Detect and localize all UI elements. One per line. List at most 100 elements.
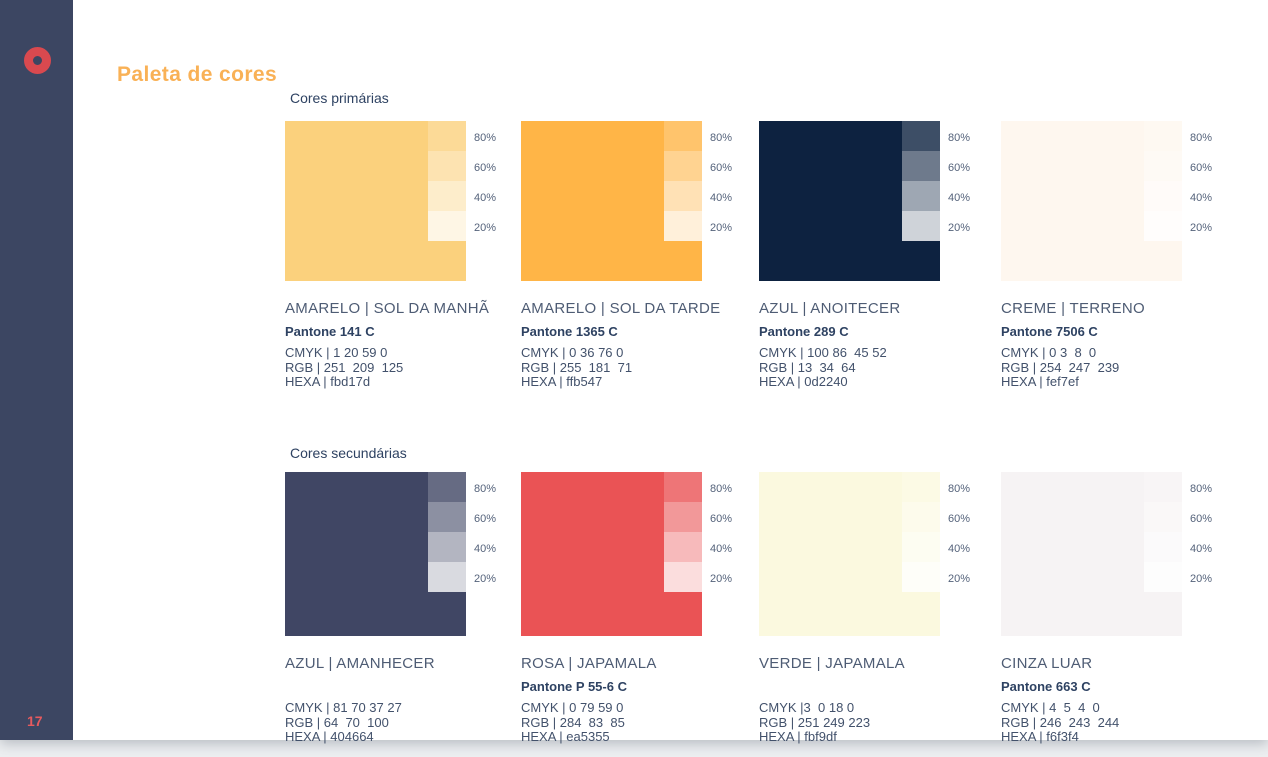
- tint-80: [428, 472, 466, 502]
- tint-label: 40%: [1190, 542, 1213, 555]
- color-swatch: [1001, 472, 1182, 636]
- rgb-value: RGB | 255 181 71: [521, 359, 633, 375]
- tint-60: [664, 502, 702, 532]
- tint-60: [428, 502, 466, 532]
- hexa-value: HEXA | fbd17d: [285, 374, 371, 389]
- tint-label: 20%: [1190, 572, 1213, 585]
- tint-label-column: 80% 60% 40% 20%: [948, 121, 982, 241]
- tint-label: 40%: [948, 542, 971, 555]
- cmyk-value: CMYK | 1 20 59 0: [285, 345, 388, 360]
- tint-label: 80%: [710, 482, 733, 495]
- tint-label: 20%: [1190, 221, 1213, 234]
- tint-label: 60%: [1190, 161, 1213, 174]
- cmyk-value: CMYK | 4 5 4 0: [1001, 700, 1100, 715]
- tint-80: [1144, 121, 1182, 151]
- tint-scale: [1144, 472, 1182, 592]
- tint-20: [664, 211, 702, 241]
- tint-label: 80%: [1190, 131, 1213, 144]
- hexa-value: HEXA | ea5355: [521, 729, 610, 744]
- color-card-azul-amanhecer: 80% 60% 40% 20% AZUL | AMANHECER CMYK | …: [285, 472, 511, 745]
- tint-80: [902, 121, 940, 151]
- tint-20: [902, 562, 940, 592]
- pantone-value: Pantone P 55-6 C: [521, 679, 627, 694]
- pantone-value: [285, 679, 511, 694]
- cmyk-value: CMYK | 0 36 76 0: [521, 345, 624, 360]
- color-card-amarelo-sol-da-tarde: 80% 60% 40% 20% AMARELO | SOL DA TARDE P…: [521, 121, 747, 390]
- color-name: VERDE | JAPAMALA: [759, 655, 905, 672]
- color-card-rosa-japamala: 80% 60% 40% 20% ROSA | JAPAMALA Pantone …: [521, 472, 747, 745]
- color-card-creme-terreno: 80% 60% 40% 20% CREME | TERRENO Pantone …: [1001, 121, 1227, 390]
- rgb-value: RGB | 251 249 223: [759, 714, 871, 730]
- rgb-value: RGB | 254 247 239: [1001, 359, 1120, 375]
- cmyk-value: CMYK | 100 86 45 52: [759, 345, 887, 360]
- color-name: CINZA LUAR: [1001, 655, 1093, 672]
- hexa-value: HEXA | 0d2240: [759, 374, 848, 389]
- primary-colors-heading: Cores primárias: [290, 90, 389, 106]
- yarn-ball-logo-icon: [24, 47, 51, 74]
- tint-label: 40%: [474, 542, 497, 555]
- tint-label: 40%: [710, 542, 733, 555]
- color-swatch: [521, 472, 702, 636]
- tint-40: [1144, 532, 1182, 562]
- tint-label-column: 80% 60% 40% 20%: [710, 472, 744, 592]
- tint-label: 60%: [710, 161, 733, 174]
- hexa-value: HEXA | f6f3f4: [1001, 729, 1079, 744]
- rgb-value: RGB | 251 209 125: [285, 359, 404, 375]
- tint-80: [428, 121, 466, 151]
- tint-label: 60%: [474, 161, 497, 174]
- cmyk-value: CMYK | 0 79 59 0: [521, 700, 624, 715]
- tint-label: 80%: [948, 482, 971, 495]
- page-title: Paleta de cores: [117, 63, 278, 87]
- tint-scale: [428, 121, 466, 241]
- tint-label: 20%: [948, 221, 971, 234]
- tint-20: [428, 562, 466, 592]
- tint-label: 40%: [710, 191, 733, 204]
- tint-40: [664, 181, 702, 211]
- color-swatch: [285, 121, 466, 281]
- pantone-value: Pantone 1365 C: [521, 324, 618, 339]
- tint-40: [428, 532, 466, 562]
- hexa-value: HEXA | 404664: [285, 729, 374, 744]
- tint-40: [428, 181, 466, 211]
- tint-80: [1144, 472, 1182, 502]
- color-swatch: [285, 472, 466, 636]
- left-sidebar: 17: [0, 0, 73, 740]
- rgb-value: RGB | 13 34 64: [759, 359, 856, 375]
- tint-label: 60%: [710, 512, 733, 525]
- cmyk-value: CMYK | 0 3 8 0: [1001, 345, 1097, 360]
- tint-20: [902, 211, 940, 241]
- pantone-value: Pantone 141 C: [285, 324, 375, 339]
- color-name: AZUL | AMANHECER: [285, 655, 435, 672]
- color-swatch: [1001, 121, 1182, 281]
- pantone-value: [759, 679, 985, 694]
- tint-label: 20%: [474, 572, 497, 585]
- pantone-value: Pantone 289 C: [759, 324, 849, 339]
- tint-40: [1144, 181, 1182, 211]
- tint-60: [428, 151, 466, 181]
- hexa-value: HEXA | ffb547: [521, 374, 603, 389]
- tint-scale: [664, 472, 702, 592]
- hexa-value: HEXA | fef7ef: [1001, 374, 1079, 389]
- tint-label: 60%: [948, 161, 971, 174]
- tint-label: 60%: [948, 512, 971, 525]
- color-card-amarelo-sol-da-manha: 80% 60% 40% 20% AMARELO | SOL DA MANHÃ P…: [285, 121, 511, 390]
- tint-label: 20%: [948, 572, 971, 585]
- tint-20: [1144, 562, 1182, 592]
- tint-label: 80%: [474, 131, 497, 144]
- tint-40: [902, 181, 940, 211]
- color-swatch: [759, 121, 940, 281]
- pantone-value: Pantone 663 C: [1001, 679, 1091, 694]
- tint-label: 20%: [710, 572, 733, 585]
- tint-scale: [902, 472, 940, 592]
- tint-label: 20%: [710, 221, 733, 234]
- color-swatch: [521, 121, 702, 281]
- color-name: AMARELO | SOL DA MANHÃ: [285, 300, 490, 317]
- tint-scale: [664, 121, 702, 241]
- tint-label: 60%: [474, 512, 497, 525]
- tint-60: [902, 151, 940, 181]
- tint-label: 20%: [474, 221, 497, 234]
- tint-60: [1144, 151, 1182, 181]
- tint-scale: [428, 472, 466, 592]
- cmyk-value: CMYK |3 0 18 0: [759, 700, 855, 715]
- tint-label-column: 80% 60% 40% 20%: [474, 121, 508, 241]
